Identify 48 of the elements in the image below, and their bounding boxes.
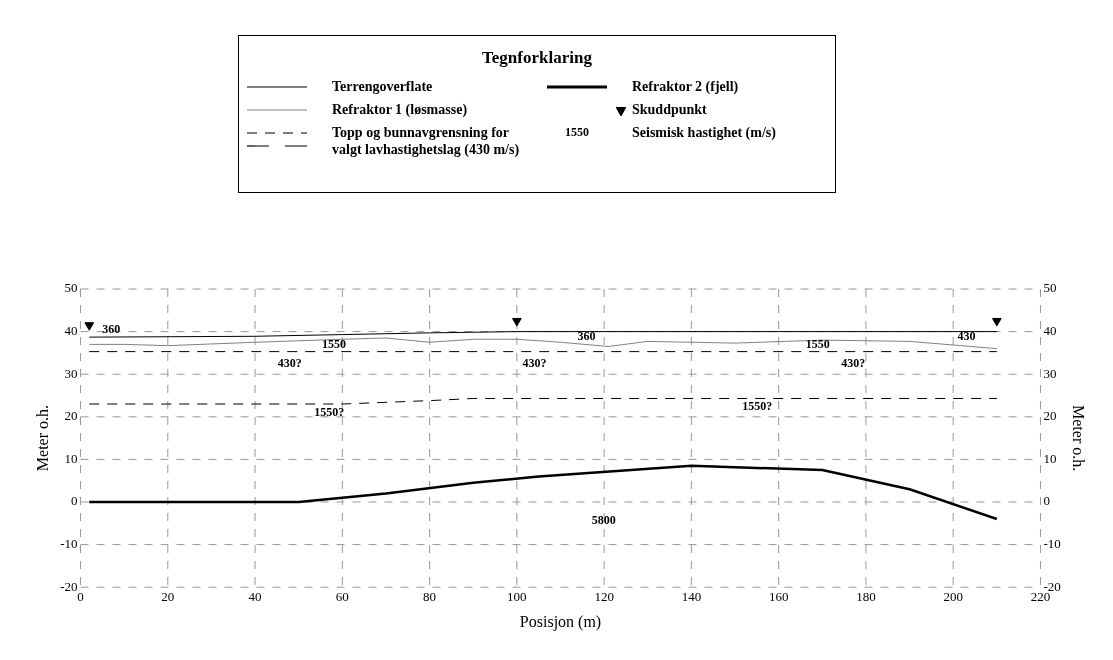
y2-tick-label: 50: [1043, 280, 1057, 296]
legend-label: Terrengoverflate: [332, 78, 433, 95]
y-tick-label: 10: [64, 450, 78, 466]
x-tick-label: 60: [335, 589, 349, 605]
x-tick-label: 100: [507, 589, 527, 605]
annotation: 360: [102, 321, 121, 336]
y-tick-label: -10: [60, 536, 78, 552]
x-tick-label: 80: [423, 589, 437, 605]
y2-axis-title: Meter o.h.: [1070, 405, 1088, 472]
legend-label: Skuddpunkt: [632, 101, 707, 118]
y-tick-label: 40: [64, 323, 78, 339]
annotation: 360: [577, 328, 596, 343]
annotation: 1550?: [314, 404, 345, 419]
y-tick-label: 50: [64, 280, 78, 296]
legend-label: Refraktor 2 (fjell): [632, 78, 739, 95]
x-axis-title: Posisjon (m): [519, 612, 602, 631]
text: 1550: [564, 124, 590, 141]
y-tick-label: 30: [64, 365, 78, 381]
legend-label: Topp og bunnavgrensning for valgt lavhastighetslag (430 m/s): [332, 124, 521, 158]
legend-title: Tegnforklaring: [481, 48, 593, 68]
y2-tick-label: 20: [1043, 408, 1057, 424]
annotation: 430?: [841, 355, 866, 370]
x-tick-label: 20: [161, 589, 175, 605]
x-tick-label: 200: [943, 589, 963, 605]
annotation: 1550: [805, 336, 830, 351]
y-tick-label: -20: [60, 578, 78, 594]
y2-tick-label: -20: [1043, 578, 1061, 594]
y-tick-label: 0: [71, 493, 78, 509]
x-tick-label: 120: [594, 589, 614, 605]
y2-tick-label: -10: [1043, 536, 1061, 552]
annotation: 430: [957, 328, 976, 343]
annotation: 1550: [321, 336, 346, 351]
annotation: 430?: [277, 355, 302, 370]
x-tick-label: 160: [768, 589, 789, 605]
annotation: 1550?: [742, 399, 773, 414]
y2-tick-label: 40: [1043, 323, 1057, 339]
annotation: 430?: [522, 355, 547, 370]
y-axis-title: Meter o.h.: [33, 405, 51, 472]
annotation: 5800: [591, 513, 616, 528]
text: Seismisk hastighet (m/s): [632, 124, 776, 141]
legend-label: Refraktor 1 (løsmasse): [332, 101, 468, 118]
x-tick-label: 40: [248, 589, 262, 605]
y2-tick-label: 30: [1043, 365, 1057, 381]
x-tick-label: 140: [681, 589, 702, 605]
y-tick-label: 20: [64, 408, 78, 424]
y2-tick-label: 0: [1043, 493, 1050, 509]
x-tick-label: 180: [856, 589, 876, 605]
y2-tick-label: 10: [1043, 450, 1057, 466]
